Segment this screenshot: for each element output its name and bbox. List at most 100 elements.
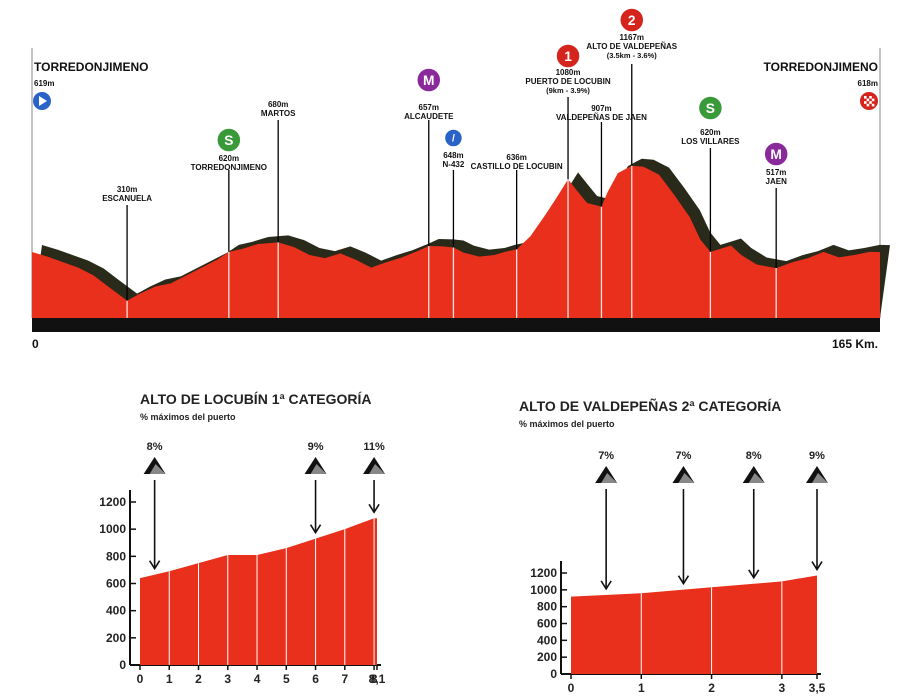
mountain-icon-highlight-0 <box>601 473 618 483</box>
gradient-marker-label-2: 8% <box>746 450 762 462</box>
x-tick-label-4: 4 <box>254 672 261 686</box>
poi-km-label-5: 94.3 <box>509 322 525 331</box>
poi-km-label-7: 110.8 <box>592 322 612 331</box>
poi-badge-8-label: 2 <box>628 13 636 28</box>
poi-altitude-4: 648m <box>443 151 463 160</box>
poi-badge-9-label: S <box>706 101 715 116</box>
poi-detail-6: (9km - 3.9%) <box>546 86 590 95</box>
start-town-label: TORREDONJIMENO <box>34 60 148 74</box>
poi-name-10: JAEN <box>766 177 788 186</box>
climb-profile-locubin: ALTO DE LOCUBÍN 1ª CATEGORÍA % máximos de… <box>99 391 385 686</box>
x-tick-label-3: 3 <box>224 672 231 686</box>
finish-flag-square <box>869 101 872 104</box>
poi-name-6: PUERTO DE LOCUBIN <box>525 77 610 86</box>
poi-badge-10 <box>763 141 789 167</box>
x-tick-label-8: 8 <box>371 672 378 686</box>
poi-detail-8: (3.5km - 3.6%) <box>607 51 658 60</box>
finish-flag-square <box>864 101 867 104</box>
poi-km-label-0: 18.5 <box>119 322 135 331</box>
y-tick-label-0: 0 <box>119 658 126 672</box>
start-icon-arrow <box>39 96 47 106</box>
x-tick-label-2: 2 <box>195 672 202 686</box>
finish-town-label: TORREDONJIMENO <box>764 60 878 74</box>
poi-altitude-5: 636m <box>506 153 526 162</box>
climb-profile-valdepenas: ALTO DE VALDEPEÑAS 2ª CATEGORÍA % máximos… <box>519 397 828 695</box>
poi-badge-1 <box>216 127 242 153</box>
climb-area <box>140 518 377 665</box>
y-tick-label-4: 800 <box>537 600 557 614</box>
x-tick-label-9: 8,1 <box>369 672 386 686</box>
y-tick-label-6: 1200 <box>99 495 126 509</box>
poi-km-label-6: 104.3 <box>558 322 579 331</box>
climb-title: ALTO DE LOCUBÍN 1ª CATEGORÍA <box>140 391 372 407</box>
x-tick-label-2: 2 <box>708 681 715 695</box>
y-tick-label-3: 600 <box>106 577 126 591</box>
y-tick-label-3: 600 <box>537 617 557 631</box>
marker-arrow-head-2 <box>368 503 380 514</box>
poi-badge-10-label: M <box>770 147 782 162</box>
poi-name-2: MARTOS <box>261 109 296 118</box>
finish-flag-square <box>869 96 872 99</box>
x-tick-label-1: 1 <box>638 681 645 695</box>
poi-km-label-9: 132 <box>704 322 718 331</box>
y-tick-label-6: 1200 <box>530 566 557 580</box>
climb-title: ALTO DE VALDEPEÑAS 2ª CATEGORÍA <box>519 397 781 414</box>
axis-end-label: 165 Km. <box>832 337 878 351</box>
gradient-marker-label-0: 7% <box>598 450 614 462</box>
poi-altitude-10: 517m <box>766 168 786 177</box>
finish-flag-square <box>871 98 875 102</box>
x-tick-label-0: 0 <box>568 681 575 695</box>
poi-altitude-0: 310m <box>117 185 137 194</box>
finish-flag-square <box>866 98 870 102</box>
marker-arrow-head-3 <box>811 561 823 572</box>
x-tick-label-1: 1 <box>166 672 173 686</box>
poi-name-1: TORREDONJIMENO <box>191 163 267 172</box>
poi-badge-1-label: S <box>224 133 233 148</box>
main-profile-chart: 310mESCANUELA18.5620mTORREDONJIMENOS38.3… <box>31 7 890 351</box>
poi-name-7: VALDEPEÑAS DE JAEN <box>556 113 647 122</box>
poi-name-8: ALTO DE VALDEPEÑAS <box>586 42 677 51</box>
poi-badge-3 <box>416 67 442 93</box>
poi-altitude-3: 657m <box>419 103 439 112</box>
marker-arrow-head-0 <box>148 560 161 571</box>
poi-name-9: LOS VILLARES <box>681 137 740 146</box>
poi-badge-6 <box>555 43 581 69</box>
gradient-marker-label-1: 9% <box>308 441 324 453</box>
climb-area <box>571 575 817 674</box>
gradient-marker-label-2: 11% <box>363 441 385 453</box>
y-tick-label-4: 800 <box>106 549 126 563</box>
poi-altitude-8: 1167m <box>620 33 644 42</box>
poi-altitude-2: 680m <box>268 100 288 109</box>
finish-altitude-label: 618m <box>858 79 878 88</box>
mountain-icon-highlight-1 <box>310 464 327 474</box>
start-altitude-label: 619m <box>34 79 54 88</box>
finish-flag-square <box>866 103 870 107</box>
finish-flag-square <box>871 103 875 107</box>
poi-badge-9 <box>697 95 724 121</box>
poi-badge-8 <box>619 7 645 33</box>
climb-subtitle: % máximos del puerto <box>519 419 615 429</box>
y-tick-label-5: 1000 <box>530 583 557 597</box>
x-tick-label-7: 7 <box>341 672 348 686</box>
marker-arrow-head-1 <box>309 524 322 535</box>
poi-altitude-6: 1080m <box>556 68 581 77</box>
x-tick-label-5: 5 <box>283 672 290 686</box>
mountain-icon-highlight-2 <box>369 464 386 474</box>
poi-badge-4 <box>443 128 464 148</box>
marker-arrow-head-2 <box>748 569 760 580</box>
poi-name-3: ALCAUDETE <box>404 112 454 121</box>
poi-altitude-9: 620m <box>700 128 720 137</box>
gradient-marker-label-3: 9% <box>809 450 825 462</box>
mountain-icon-highlight-2 <box>748 473 765 483</box>
poi-km-label-1: 38.3 <box>221 322 237 331</box>
gradient-marker-label-0: 8% <box>147 441 163 453</box>
poi-km-label-2: 47.9 <box>270 322 286 331</box>
poi-altitude-7: 907m <box>591 104 611 113</box>
poi-badge-6-label: 1 <box>564 49 572 64</box>
marker-arrow-head-1 <box>677 575 690 586</box>
marker-arrow-head-0 <box>600 580 612 591</box>
x-tick-label-0: 0 <box>137 672 144 686</box>
poi-badge-3-label: M <box>423 73 435 88</box>
poi-name-5: CASTILLO DE LOCUBIN <box>471 162 563 171</box>
